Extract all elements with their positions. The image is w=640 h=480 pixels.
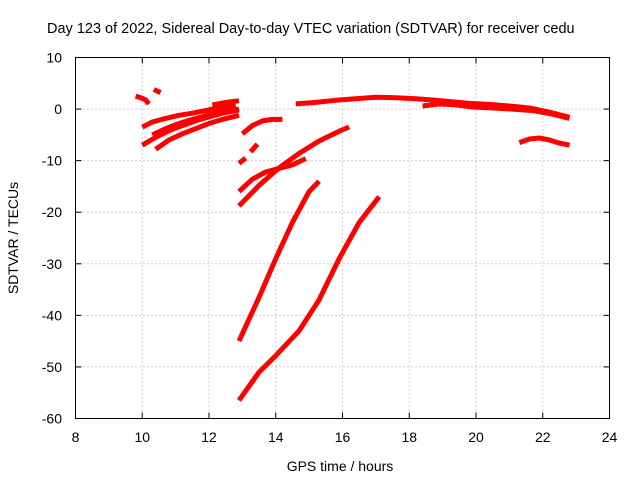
y-tick-label: -60 [42,411,62,427]
series-seg-early-dot [152,87,162,95]
x-tick-label: 16 [335,429,351,445]
y-tick-label: -30 [42,256,62,272]
y-tick-label: -40 [42,307,62,323]
x-tick-label: 8 [72,429,80,445]
series-seg-late-low [518,135,571,148]
series-seg-mid-dash2 [248,142,260,154]
series-seg-early-c [141,102,237,130]
series-seg-early-high [134,93,151,106]
series-seg-mid-b [237,156,307,194]
chart-title: Day 123 of 2022, Sidereal Day-to-day VTE… [47,21,575,37]
series-seg-steep-1 [236,179,321,343]
x-tick-label: 20 [468,429,484,445]
x-tick-label: 12 [201,429,217,445]
y-tick-label: 10 [46,50,62,66]
series-seg-mid-dash1 [237,156,248,166]
x-tick-label: 18 [401,429,417,445]
series-seg-early-b [154,112,240,152]
y-tick-label: -20 [42,204,62,220]
x-tick-label: 14 [268,429,284,445]
data-series [134,87,571,402]
series-seg-late-top-b [422,101,571,121]
x-tick-labels: 8 10 12 14 16 18 20 22 24 [72,429,618,445]
y-axis-label: SDTVAR / TECUs [5,182,21,294]
x-tick-label: 22 [535,429,551,445]
x-tick-label: 24 [602,429,618,445]
series-seg-steep-2 [236,195,382,402]
y-tick-label: -10 [42,153,62,169]
series-seg-mid-top [240,116,283,136]
series-seg-late-top [295,94,571,120]
y-tick-label: 0 [54,101,62,117]
series-seg-early-d [151,106,240,138]
x-tick-label: 10 [134,429,150,445]
x-axis-label: GPS time / hours [287,458,394,474]
series-seg-mid-c [237,124,351,208]
axis-ticks [75,57,610,419]
series-seg-early-e [211,98,240,108]
y-tick-labels: -60 -50 -40 -30 -20 -10 0 10 [42,50,62,427]
y-tick-label: -50 [42,359,62,375]
